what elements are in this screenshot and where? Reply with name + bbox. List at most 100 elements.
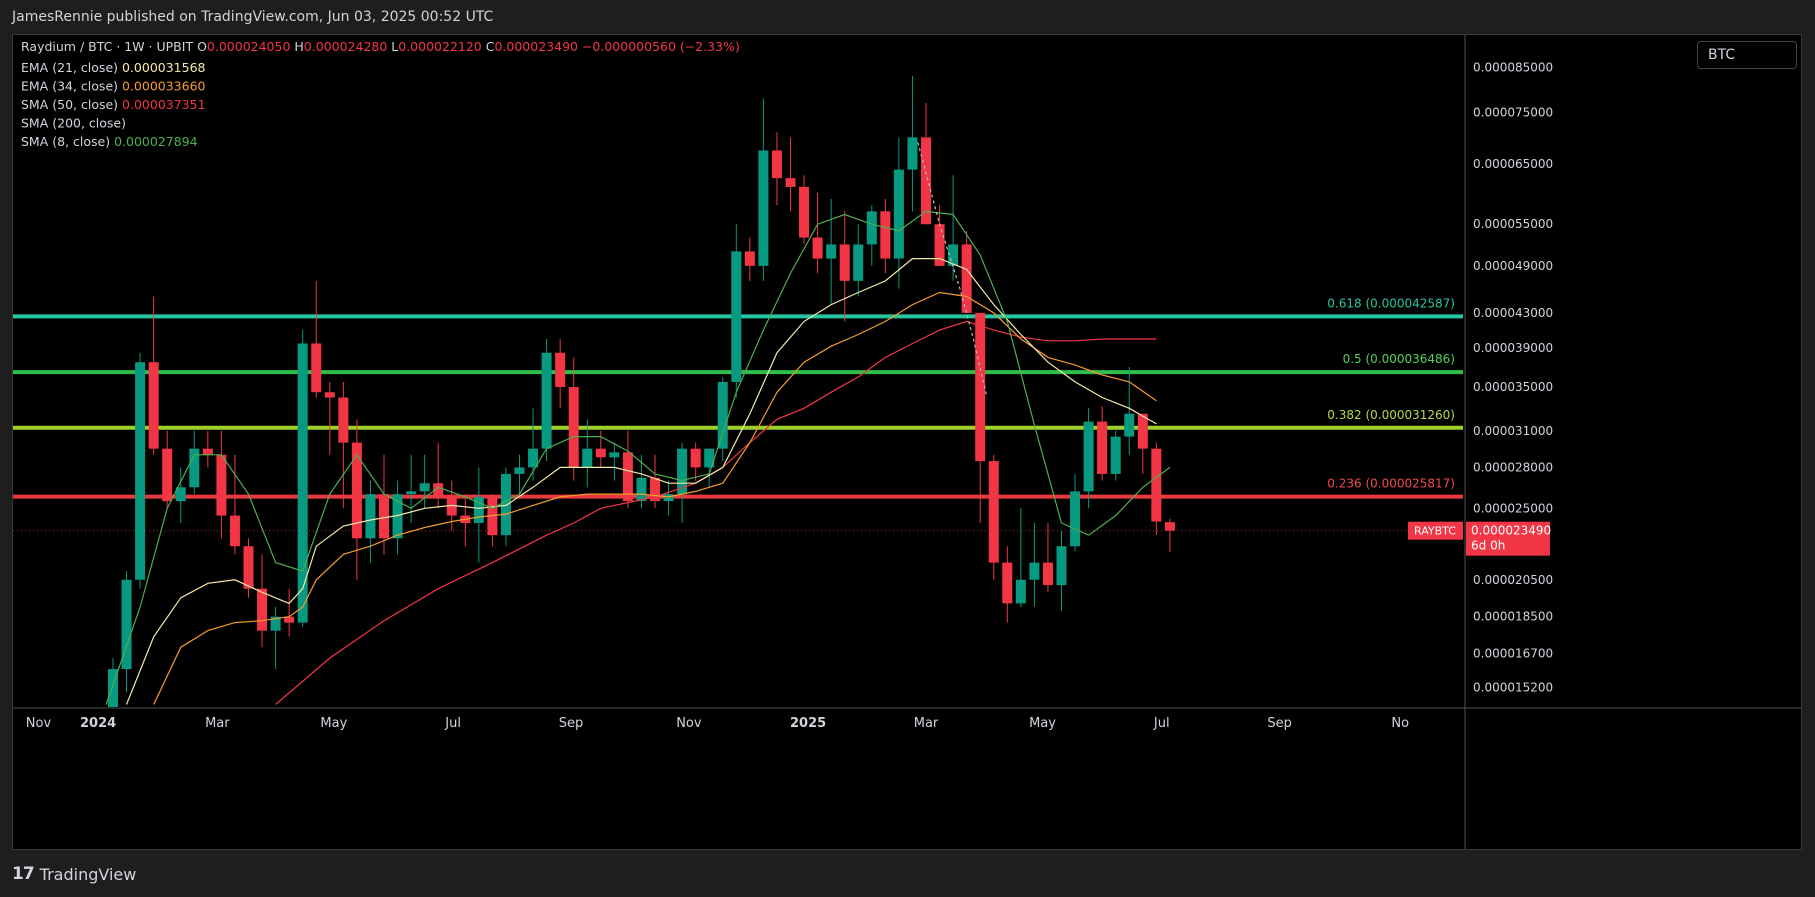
candle-body	[500, 473, 511, 536]
candle-body	[1110, 436, 1121, 474]
candle-body	[1002, 562, 1013, 604]
candle	[338, 381, 349, 509]
candle-body	[1029, 562, 1040, 580]
candle-body	[148, 362, 159, 449]
x-tick-label: Sep	[1267, 716, 1292, 731]
candle-body	[568, 387, 579, 468]
symbol-badge-text: RAYBTC	[1414, 525, 1456, 538]
x-tick-label: No	[1391, 716, 1409, 731]
candle-body	[961, 244, 972, 313]
chart-frame[interactable]: 0.618 (0.000042587) 0.5 (0.000036486) 0.38…	[12, 34, 1802, 850]
legend-token: 0.000023490	[494, 39, 581, 54]
y-tick-label: 0.000055000	[1473, 217, 1553, 231]
candle	[257, 554, 268, 648]
fib-label-0-236: 0.236 (0.000025817)	[1327, 477, 1455, 491]
candle-body	[175, 487, 186, 502]
indicator-label: SMA (200, close)	[21, 116, 126, 131]
candle	[1110, 430, 1121, 481]
candle-body	[582, 448, 593, 468]
candle-body	[1097, 421, 1108, 474]
legend-token: −0.000000560 (−2.33%)	[582, 39, 740, 54]
candle	[473, 467, 484, 563]
candle	[744, 237, 755, 281]
y-tick-label: 0.000085000	[1473, 60, 1553, 74]
legend-token: L	[391, 39, 398, 54]
fib-label-0-618: 0.618 (0.000042587)	[1327, 296, 1455, 310]
candle	[297, 330, 308, 627]
y-tick-label: 0.000049000	[1473, 259, 1553, 273]
candle-body	[108, 669, 118, 707]
candle-body	[744, 251, 755, 266]
plot-area: 0.618 (0.000042587) 0.5 (0.000036486) 0.38…	[13, 75, 1463, 707]
legend-indicator: SMA (8, close) 0.000027894	[21, 134, 198, 149]
candle-body	[853, 244, 864, 281]
candle	[365, 480, 376, 563]
candle-body	[636, 477, 647, 502]
candle	[1029, 522, 1040, 608]
legend-token: 0.000024280	[304, 39, 391, 54]
x-tick-label: Mar	[205, 716, 230, 731]
candle-body	[1151, 448, 1162, 522]
legend-token: C	[486, 39, 495, 54]
candle	[270, 607, 281, 670]
candle-body	[921, 137, 931, 225]
candle-body	[704, 448, 715, 468]
tradingview-icon: 17	[12, 864, 35, 884]
legend-ohlc: Raydium / BTC · 1W · UPBIT O0.000024050 …	[21, 39, 740, 54]
legend-token: O	[197, 39, 207, 54]
sma8-line	[105, 210, 1171, 705]
candle	[500, 467, 511, 547]
trend-dashed-line	[917, 142, 988, 398]
candle-body	[595, 448, 606, 458]
x-tick-label: May	[1029, 716, 1056, 731]
candle	[988, 454, 999, 580]
candle-body	[771, 150, 782, 179]
candle	[948, 175, 959, 281]
candle	[487, 494, 498, 547]
indicator-value: 0.000033660	[122, 79, 206, 94]
candle-body	[975, 312, 986, 462]
legend-indicator: SMA (200, close)	[21, 116, 126, 131]
x-tick-label: Mar	[914, 716, 939, 731]
x-tick-label: Jul	[444, 716, 461, 731]
candle	[650, 454, 660, 509]
fib-label-0-5: 0.5 (0.000036486)	[1343, 352, 1455, 366]
sma50-line	[275, 320, 1157, 705]
candle-body	[609, 452, 620, 458]
candle-body	[1164, 522, 1175, 531]
legend: Raydium / BTC · 1W · UPBIT O0.000024050 …	[21, 39, 740, 149]
brand-logo[interactable]: 17 TradingView	[12, 864, 136, 884]
candle	[528, 408, 539, 481]
candle	[731, 224, 742, 398]
chart-canvas[interactable]: 0.618 (0.000042587) 0.5 (0.000036486) 0.38…	[13, 35, 1801, 849]
candle-body	[988, 461, 999, 563]
candle	[880, 198, 891, 274]
candle-body	[799, 186, 810, 238]
candle	[175, 467, 186, 523]
candle	[1002, 546, 1013, 623]
candle	[799, 175, 810, 245]
candle-body	[1056, 546, 1067, 586]
candle	[866, 205, 877, 266]
candle-body	[135, 362, 146, 580]
candle	[229, 454, 240, 555]
indicator-label: EMA (21, close)	[21, 60, 122, 75]
indicator-value: 0.000037351	[122, 97, 206, 112]
candle-body	[406, 491, 417, 495]
currency-button[interactable]: BTC	[1697, 41, 1797, 69]
candle	[826, 198, 837, 305]
candle	[582, 419, 593, 488]
candle-body	[392, 494, 403, 539]
candle	[419, 454, 430, 509]
candle	[704, 448, 715, 488]
x-tick-label: 2025	[790, 716, 826, 731]
y-tick-label: 0.000075000	[1473, 105, 1553, 119]
candle-body	[758, 150, 769, 266]
candle-body	[1015, 579, 1026, 604]
y-tick-label: 0.000065000	[1473, 157, 1553, 171]
candle	[121, 571, 132, 693]
candle	[379, 454, 389, 555]
candle-body	[284, 616, 295, 623]
candle	[568, 357, 579, 481]
legend-indicator: SMA (50, close) 0.000037351	[21, 97, 206, 112]
